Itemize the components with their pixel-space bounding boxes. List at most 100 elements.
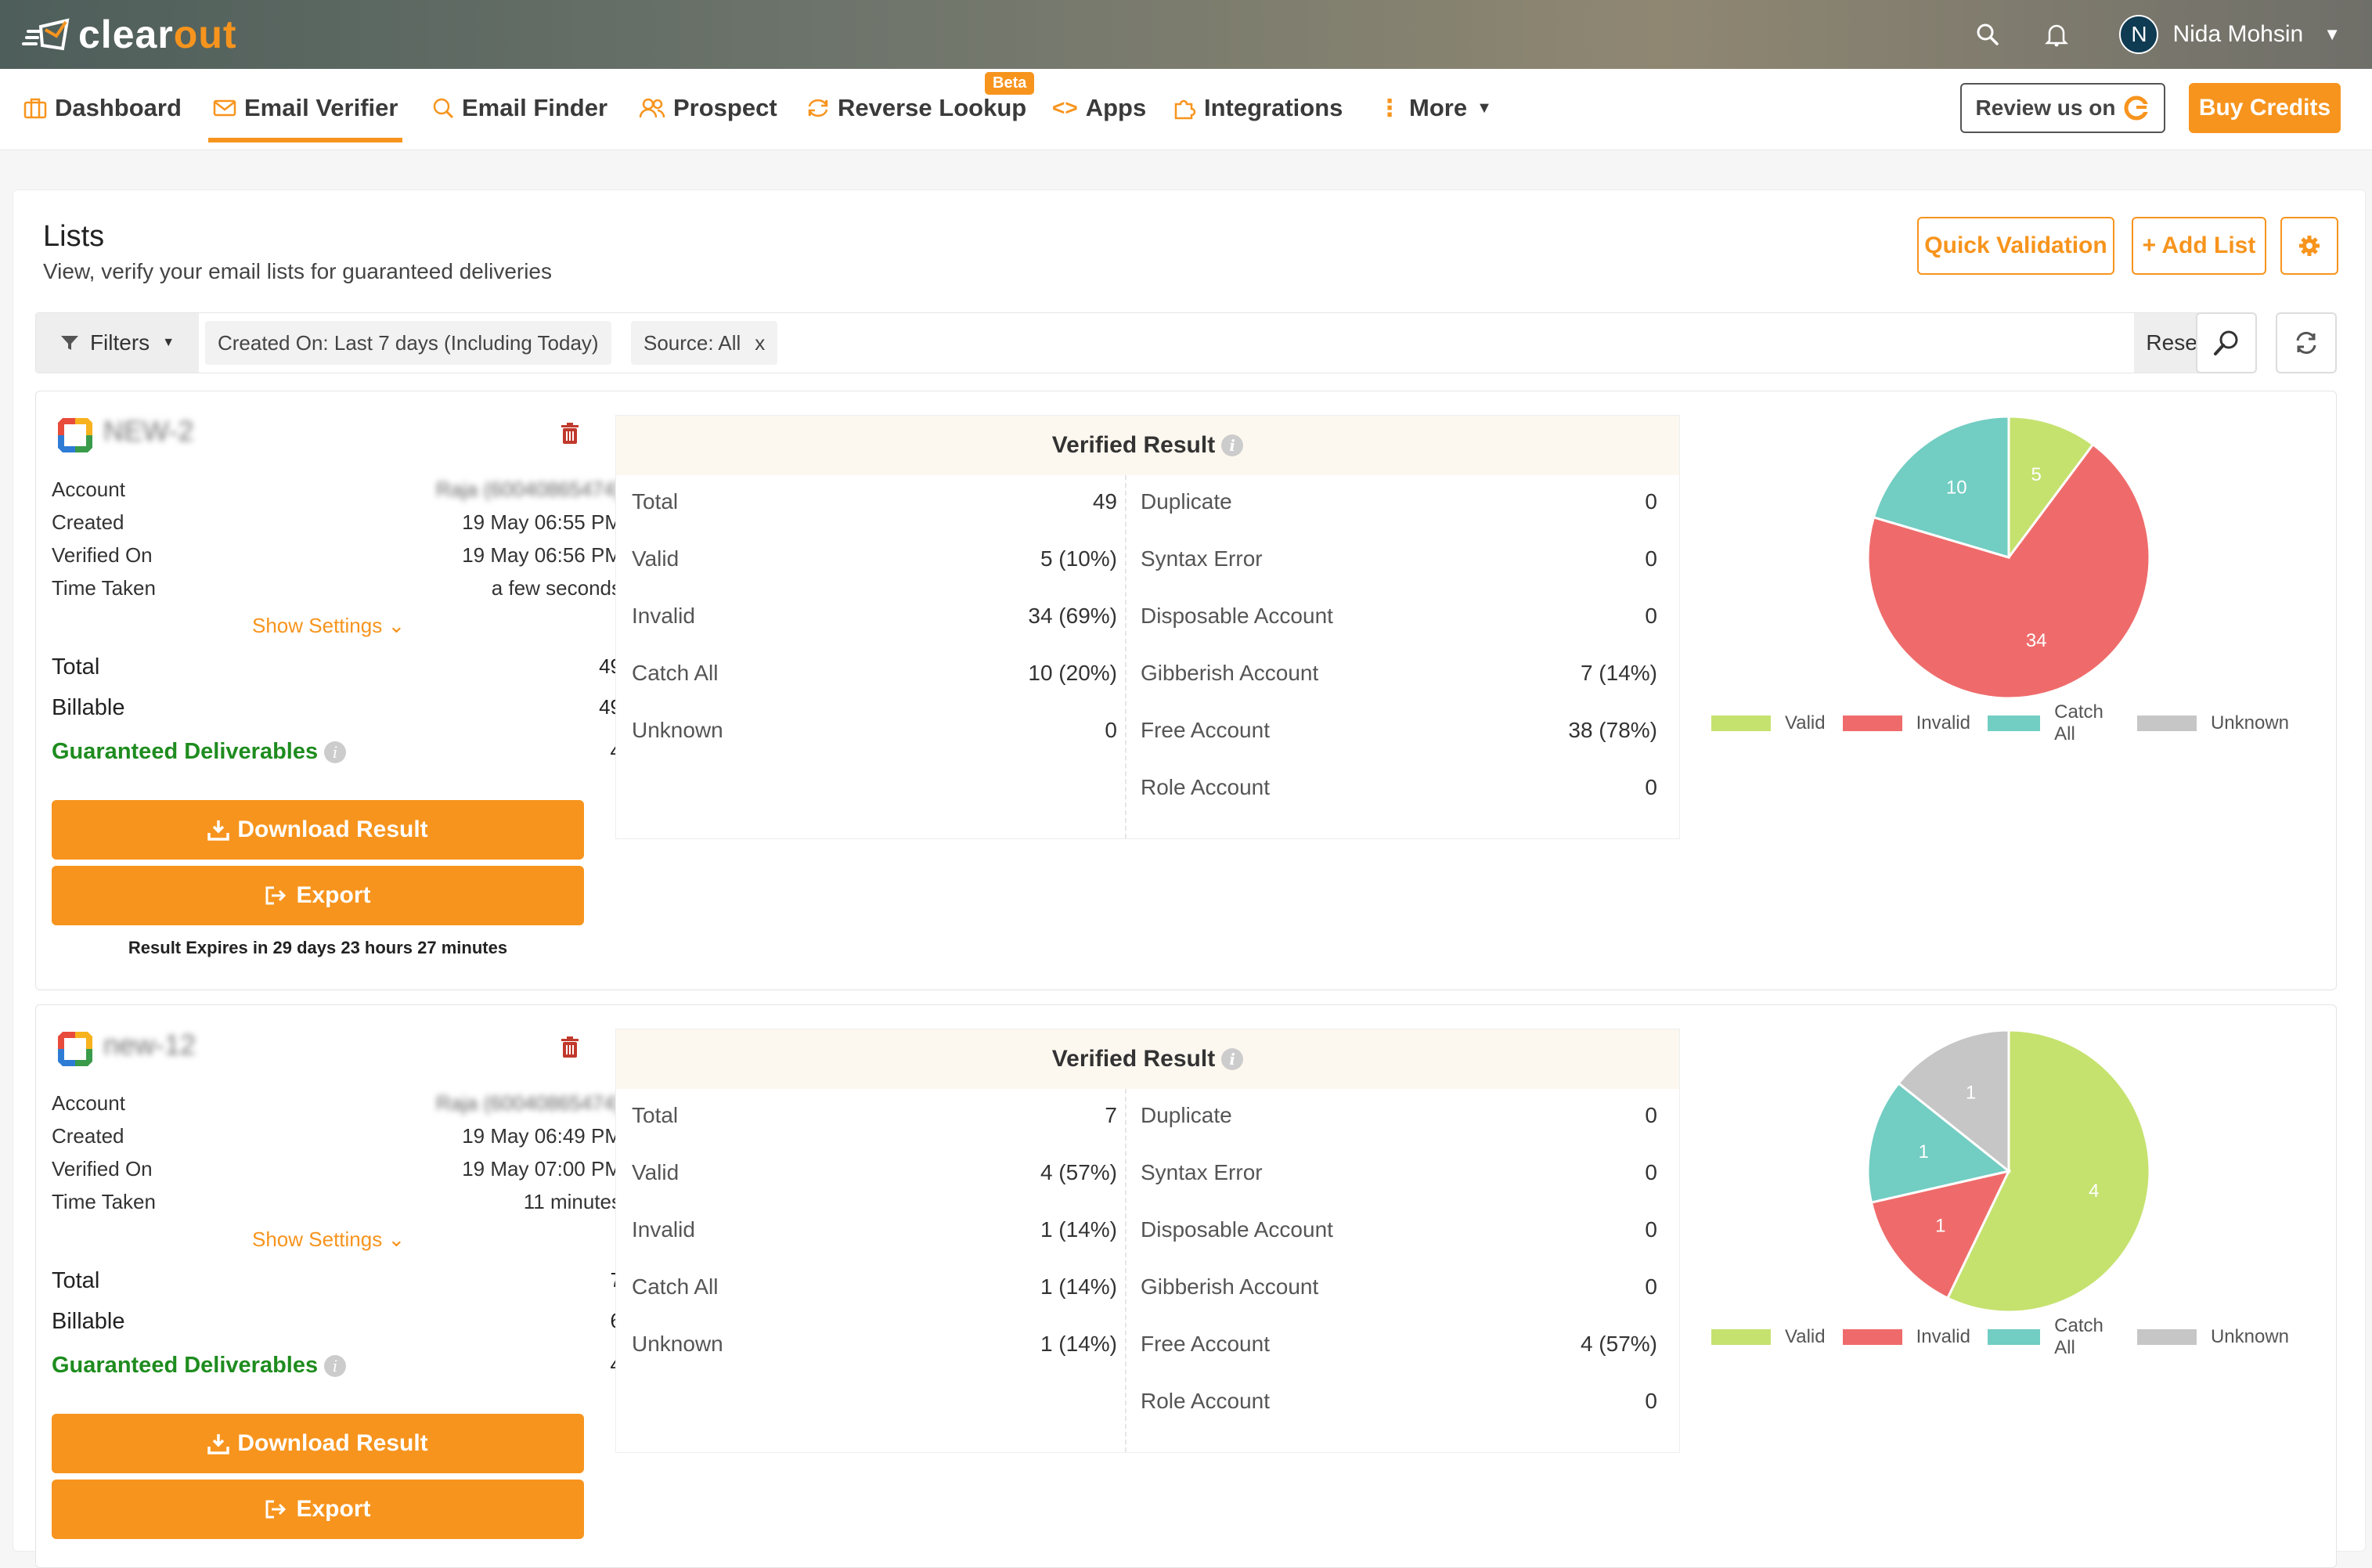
avatar[interactable]: N [2119,15,2159,54]
info-icon[interactable]: i [1221,434,1244,456]
legend-invalid[interactable]: Invalid [1842,712,1970,734]
chevron-down-icon[interactable]: ▼ [2323,24,2341,44]
time-taken-row: Time Taken a few seconds [52,576,622,600]
legend-unknown[interactable]: Unknown [2136,1326,2289,1348]
trash-icon[interactable] [561,1036,579,1058]
show-settings-link[interactable]: Show Settings ⌄ [252,1227,406,1251]
vr-valid-row: Valid 4 (57%) [632,1160,1117,1184]
vr-duplicate-row: Duplicate 0 [1141,1103,1657,1127]
nav-apps[interactable]: <> Apps [1052,94,1147,121]
legend-valid[interactable]: Valid [1711,1326,1826,1348]
billable-row: Billable6 [52,1309,622,1334]
vr-total-row: Total 49 [632,489,1117,514]
caret-down-icon: ▼ [162,336,175,349]
g2-icon [2124,96,2150,121]
bell-icon[interactable] [2041,19,2072,50]
nav-reverse-lookup[interactable]: Reverse Lookup Beta [806,69,1035,147]
legend-invalid[interactable]: Invalid [1842,1326,1970,1348]
download-icon [207,820,230,841]
pie-slice-valid[interactable] [1945,1029,2151,1314]
vr-syntax-error-row: Syntax Error 0 [1141,546,1657,571]
beta-badge: Beta [985,72,1035,95]
puzzle-icon [1173,96,1196,120]
nav-email-finder[interactable]: Email Finder [432,69,607,147]
created-on-filter-chip[interactable]: Created On: Last 7 days (Including Today… [205,321,611,365]
verified-result-header: Verified Result i [616,1029,1679,1089]
nav-prospect[interactable]: Prospect [639,69,777,147]
add-list-button[interactable]: + Add List [2132,217,2266,275]
lists-panel: Lists View, verify your email lists for … [13,189,2366,1568]
settings-button[interactable] [2280,217,2338,275]
info-icon[interactable]: i [324,741,347,764]
vr-invalid-row: Invalid 34 (69%) [632,604,1117,628]
page-title: Lists [43,220,105,253]
download-icon [207,1434,230,1454]
legend-unknown[interactable]: Unknown [2136,712,2289,734]
chevron-down-icon: ⌄ [388,614,406,637]
refresh-button[interactable] [2276,312,2337,373]
nav-integrations[interactable]: Integrations [1173,69,1343,147]
created-row: Created 19 May 06:55 PM [52,510,622,534]
account-row: Account Raja (60040865474) [52,478,622,501]
vr-gibberish-row: Gibberish Account 0 [1141,1274,1657,1299]
pie-chart-svg: 5 34 10 [1866,415,2151,700]
nav-email-verifier[interactable]: Email Verifier [208,69,403,147]
clearout-logo[interactable]: clearout [22,6,237,63]
pie-slice-valid[interactable] [2007,415,2095,561]
vr-unknown-row: Unknown 0 [632,718,1117,742]
users-icon [639,97,665,119]
vr-syntax-error-row: Syntax Error 0 [1141,1160,1657,1184]
vr-free-account-row: Free Account 4 (57%) [1141,1332,1657,1356]
buy-credits-button[interactable]: Buy Credits [2189,83,2341,133]
pie-slice-catch-all[interactable] [1866,1081,2012,1204]
nav-more[interactable]: ⋮ More ▼ [1378,94,1492,121]
result-pie-chart: 5 34 10 Valid Invalid Catch All Unknown [1711,391,2306,744]
download-result-button[interactable]: Download Result [52,1414,584,1473]
gear-icon [2299,236,2320,256]
review-us-button[interactable]: Review us on [1960,83,2165,133]
info-icon[interactable]: i [324,1355,347,1378]
nav-dashboard[interactable]: Dashboard [23,69,182,147]
chip-close-icon[interactable]: x [755,330,766,355]
refresh-icon [2296,331,2316,355]
logo-icon [22,18,70,51]
pie-slice-label-invalid: 34 [2026,630,2047,651]
show-settings-link[interactable]: Show Settings ⌄ [252,614,406,637]
export-button[interactable]: Export [52,866,584,925]
legend-catch-all[interactable]: Catch All [1987,701,2120,745]
vr-valid-row: Valid 5 (10%) [632,546,1117,571]
list-name[interactable]: new-12 [103,1029,196,1061]
pie-slice-unknown[interactable] [1897,1029,2010,1174]
info-icon[interactable]: i [1221,1048,1244,1070]
source-filter-chip[interactable]: Source: All x [631,321,778,365]
download-result-button[interactable]: Download Result [52,800,584,860]
vr-unknown-row: Unknown 1 (14%) [632,1332,1117,1356]
export-button[interactable]: Export [52,1480,584,1539]
vr-gibberish-row: Gibberish Account 7 (14%) [1141,661,1657,685]
verified-result-header: Verified Result i [616,416,1679,475]
filters-button[interactable]: Filters ▼ [36,313,199,373]
vr-catch-all-row: Catch All 1 (14%) [632,1274,1117,1299]
search-button[interactable] [2196,312,2257,373]
caret-down-icon: ▼ [1476,99,1492,117]
quick-validation-button[interactable]: Quick Validation [1917,217,2114,275]
vr-role-account-row: Role Account 0 [1141,775,1657,799]
pie-slice-invalid[interactable] [1869,1169,2011,1300]
vr-catch-all-row: Catch All 10 (20%) [632,661,1117,685]
total-row: Total 49 [52,654,622,679]
legend-valid[interactable]: Valid [1711,712,1826,734]
result-expiry-text: Result Expires in 29 days 23 hours 27 mi… [128,938,508,957]
result-pie-chart: 4 1 1 1 Valid Invalid Catch All Unknown [1711,1005,2306,1358]
export-icon [265,1500,287,1519]
search-icon[interactable] [1972,19,2003,50]
legend-catch-all[interactable]: Catch All [1987,1315,2120,1359]
top-bar: clearout N Nida Mohsin ▼ [0,0,2372,69]
verified-result-panel: Verified Result i Total 49 Valid 5 (10%) In… [615,415,1680,839]
guaranteed-row: Guaranteed Deliverablesi4 [52,739,622,765]
pie-slice-catch-all[interactable] [1872,415,2010,560]
list-name[interactable]: NEW-2 [103,415,194,447]
user-name[interactable]: Nida Mohsin [2172,21,2304,47]
trash-icon[interactable] [561,423,579,445]
page-subtitle: View, verify your email lists for guaran… [43,259,553,283]
pie-slice-invalid[interactable] [1866,442,2151,700]
